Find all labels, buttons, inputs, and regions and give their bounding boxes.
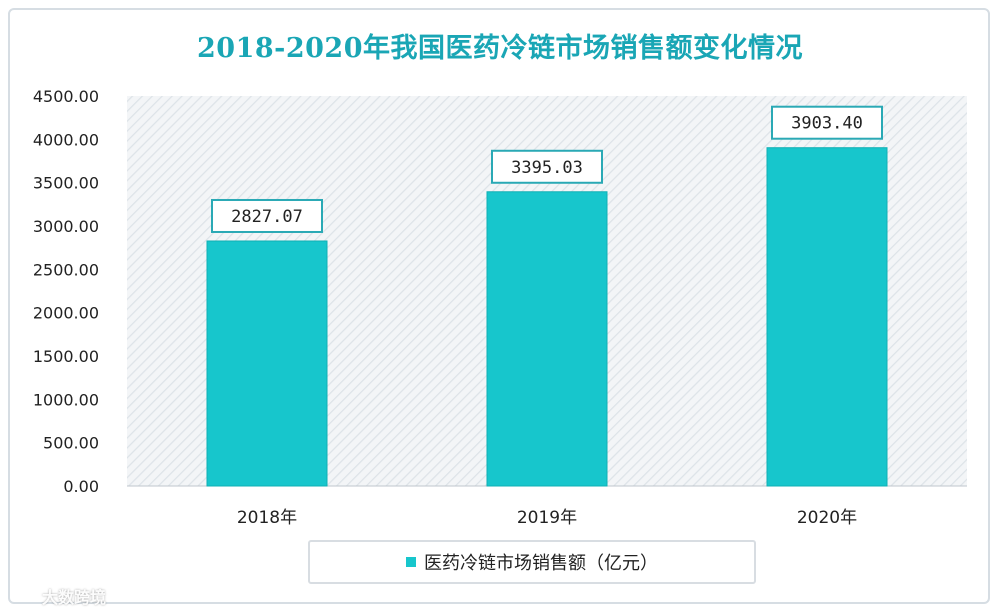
watermark: 大数跨境 xyxy=(14,584,106,608)
y-tick-label: 1500.00 xyxy=(33,347,99,366)
y-tick-label: 3500.00 xyxy=(33,174,99,193)
x-tick-label: 2018年 xyxy=(237,508,297,528)
data-label: 3903.40 xyxy=(791,114,863,134)
legend-swatch xyxy=(406,557,416,567)
bar xyxy=(486,191,608,487)
y-tick-label: 3000.00 xyxy=(33,217,99,236)
y-tick-label: 2500.00 xyxy=(33,260,99,279)
y-tick-label: 500.00 xyxy=(43,434,99,453)
y-tick-label: 0.00 xyxy=(63,477,99,496)
chart-title: 2018-2020年我国医药冷链市场销售额变化情况 xyxy=(197,33,803,64)
legend: 医药冷链市场销售额（亿元） xyxy=(308,540,756,584)
data-label: 3395.03 xyxy=(511,158,583,178)
bar xyxy=(766,147,888,487)
data-label-box xyxy=(771,105,883,140)
x-tick-label: 2019年 xyxy=(517,508,577,528)
data-label-box xyxy=(211,198,323,233)
bar xyxy=(206,240,328,487)
data-label-box xyxy=(491,149,603,184)
legend-label: 医药冷链市场销售额（亿元） xyxy=(424,553,658,574)
y-tick-label: 4000.00 xyxy=(33,130,99,149)
watermark-logo-icon xyxy=(14,590,34,602)
x-tick-label: 2020年 xyxy=(797,508,857,528)
y-tick-label: 4500.00 xyxy=(33,87,99,106)
y-tick-label: 1000.00 xyxy=(33,390,99,409)
y-tick-label: 2000.00 xyxy=(33,304,99,323)
data-label: 2827.07 xyxy=(231,207,303,227)
watermark-text: 大数跨境 xyxy=(42,588,107,607)
